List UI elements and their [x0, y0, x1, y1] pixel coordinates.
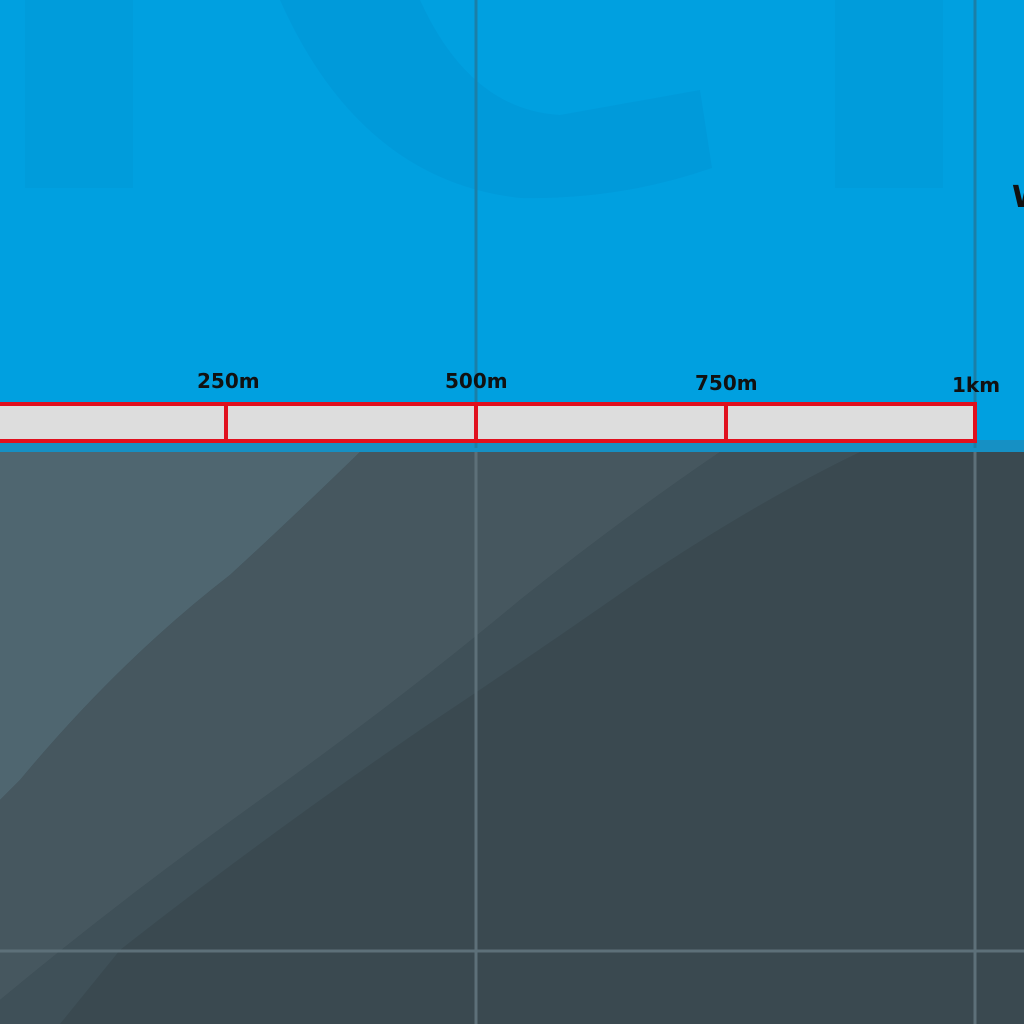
water-shading-arc	[280, 0, 712, 199]
scale-label-500m: 500m	[445, 369, 508, 393]
scale-bar-segment	[474, 402, 728, 443]
scale-label-1km: 1km	[952, 373, 1001, 397]
scale-bar	[0, 402, 977, 443]
water-shading-left	[25, 0, 133, 188]
land-light-band	[0, 452, 360, 800]
scale-label-250m: 250m	[197, 369, 260, 393]
scale-bar-segment	[224, 402, 478, 443]
land-mid-band	[0, 452, 720, 1000]
water-shading-right	[835, 0, 943, 188]
place-label-clipped: W	[1012, 183, 1024, 213]
land-mid-band-2	[0, 452, 860, 1024]
scale-bar-segment	[0, 402, 228, 443]
scale-label-750m: 750m	[695, 371, 758, 395]
scale-bar-segment	[724, 402, 977, 443]
